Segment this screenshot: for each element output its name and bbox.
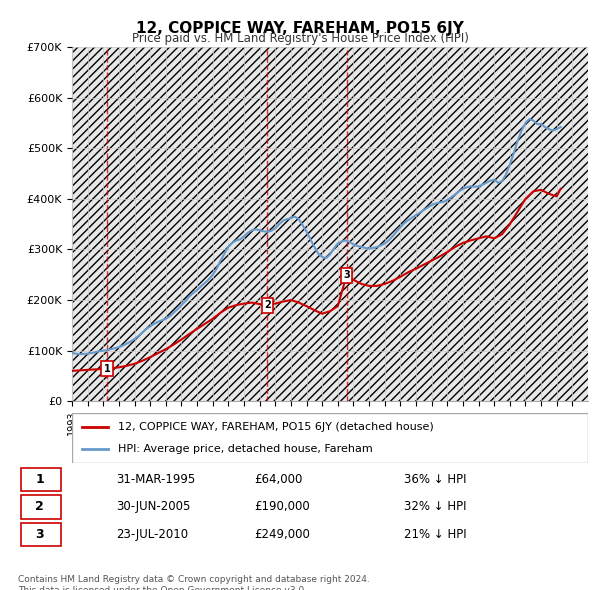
Text: 23-JUL-2010: 23-JUL-2010 (116, 527, 188, 541)
Text: Price paid vs. HM Land Registry's House Price Index (HPI): Price paid vs. HM Land Registry's House … (131, 32, 469, 45)
Text: 30-JUN-2005: 30-JUN-2005 (116, 500, 190, 513)
Text: 12, COPPICE WAY, FAREHAM, PO15 6JY: 12, COPPICE WAY, FAREHAM, PO15 6JY (136, 21, 464, 35)
Bar (72, 47, 588, 401)
Text: HPI: Average price, detached house, Fareham: HPI: Average price, detached house, Fare… (118, 444, 373, 454)
Text: £190,000: £190,000 (254, 500, 310, 513)
FancyBboxPatch shape (20, 468, 61, 491)
Text: 2: 2 (264, 300, 271, 310)
Text: 1: 1 (104, 364, 110, 374)
FancyBboxPatch shape (20, 496, 61, 519)
Text: 31-MAR-1995: 31-MAR-1995 (116, 473, 195, 486)
FancyBboxPatch shape (20, 523, 61, 546)
Text: 36% ↓ HPI: 36% ↓ HPI (404, 473, 466, 486)
Text: £64,000: £64,000 (254, 473, 302, 486)
FancyBboxPatch shape (72, 413, 588, 463)
Text: £249,000: £249,000 (254, 527, 310, 541)
Text: 21% ↓ HPI: 21% ↓ HPI (404, 527, 466, 541)
Text: 1: 1 (35, 473, 44, 486)
Text: Contains HM Land Registry data © Crown copyright and database right 2024.
This d: Contains HM Land Registry data © Crown c… (18, 575, 370, 590)
Text: 32% ↓ HPI: 32% ↓ HPI (404, 500, 466, 513)
Text: 3: 3 (343, 270, 350, 280)
Text: 2: 2 (35, 500, 44, 513)
Text: 3: 3 (35, 527, 44, 541)
Text: 12, COPPICE WAY, FAREHAM, PO15 6JY (detached house): 12, COPPICE WAY, FAREHAM, PO15 6JY (deta… (118, 422, 434, 432)
